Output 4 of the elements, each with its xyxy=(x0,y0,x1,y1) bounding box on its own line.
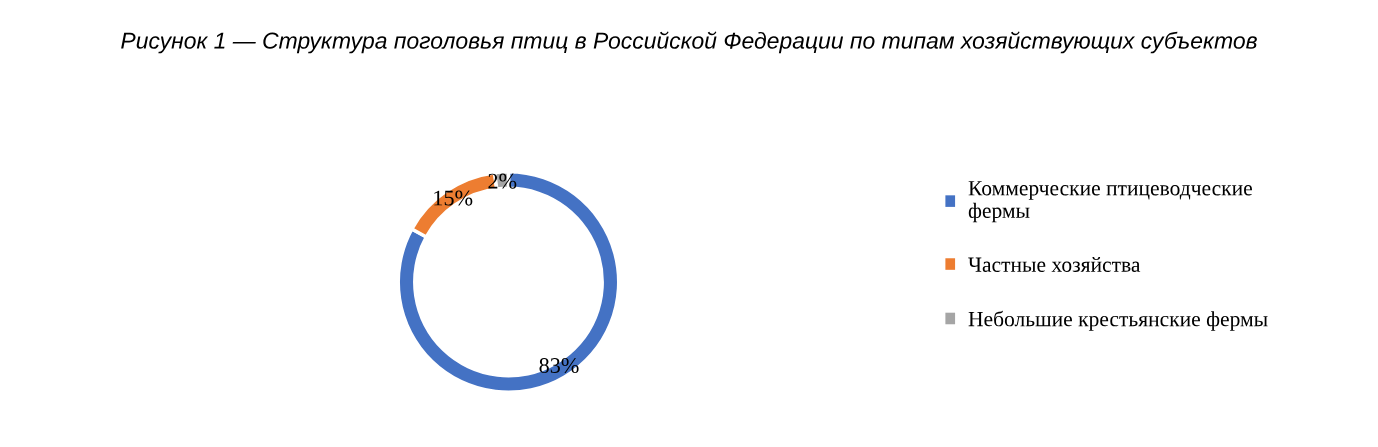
legend-label: Небольшие крестьянские фермы xyxy=(968,310,1268,331)
legend-label: Частные хозяйства xyxy=(968,256,1141,272)
legend-label: Коммерческие птицеводческие фермы xyxy=(968,181,1252,223)
chart-title: Рисунок 1 — Структура поголовья птиц в Российской Федерации по типам хозяйствующих субъектов xyxy=(121,31,1257,54)
